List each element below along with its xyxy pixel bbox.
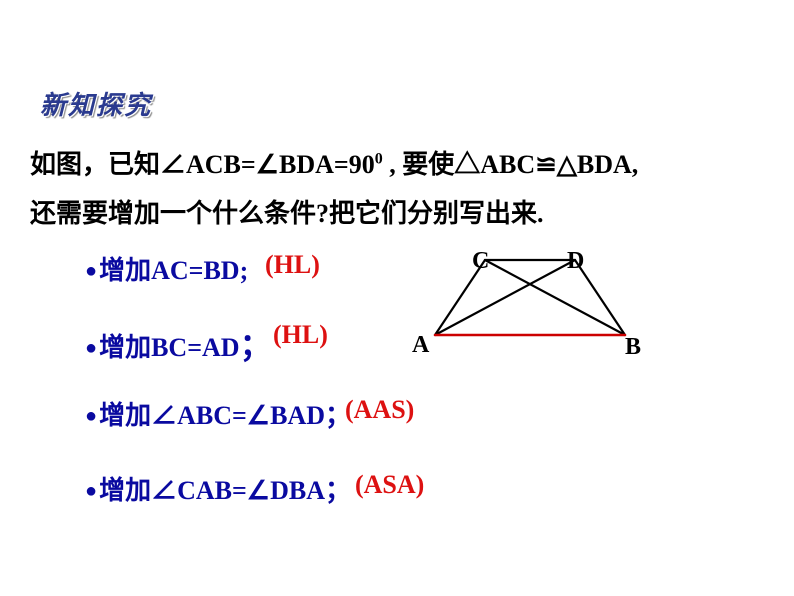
triangle-diagram: A B C D bbox=[410, 250, 660, 360]
vertex-label-d: D bbox=[567, 248, 584, 275]
problem-statement: 如图，已知∠ACB=∠BDA=900 , 要使△ABC≌△BDA, 还需要增加一… bbox=[30, 140, 770, 239]
problem-line1-prefix: 如图，已知∠ACB=∠BDA=90 bbox=[30, 150, 375, 179]
problem-line1-suffix: , 要使△ABC≌△BDA, bbox=[383, 150, 639, 179]
bullet-note: (AAS) bbox=[345, 395, 414, 425]
bullet-note: (HL) bbox=[265, 250, 320, 280]
bullet-text: 增加AC=BD; bbox=[99, 256, 248, 285]
bullet-row: ●增加AC=BD; bbox=[85, 250, 248, 287]
bullet-text: 增加∠ABC=∠BAD； bbox=[99, 401, 351, 430]
vertex-label-a: A bbox=[412, 332, 429, 359]
bullet-row: ●增加BC=AD； bbox=[85, 320, 272, 366]
bullet-dot-icon: ● bbox=[85, 260, 97, 282]
bullet-row: ●增加∠ABC=∠BAD； bbox=[85, 395, 351, 432]
bullet-dot-icon: ● bbox=[85, 480, 97, 502]
bullet-row: ●增加∠CAB=∠DBA； bbox=[85, 470, 351, 507]
bullet-text: 增加∠CAB=∠DBA； bbox=[99, 476, 351, 505]
vertex-label-c: C bbox=[472, 248, 489, 275]
section-heading: 新知探究 bbox=[40, 85, 152, 122]
bullet-note: (HL) bbox=[273, 320, 328, 350]
bullet-text: 增加BC=AD bbox=[99, 333, 240, 362]
vertex-label-b: B bbox=[625, 334, 641, 361]
bullet-semicolon: ； bbox=[240, 327, 272, 363]
bullet-note: (ASA) bbox=[355, 470, 424, 500]
bullet-dot-icon: ● bbox=[85, 405, 97, 427]
problem-exponent: 0 bbox=[375, 150, 383, 167]
bullet-dot-icon: ● bbox=[85, 337, 97, 359]
problem-line2: 还需要增加一个什么条件?把它们分别写出来. bbox=[30, 199, 544, 228]
